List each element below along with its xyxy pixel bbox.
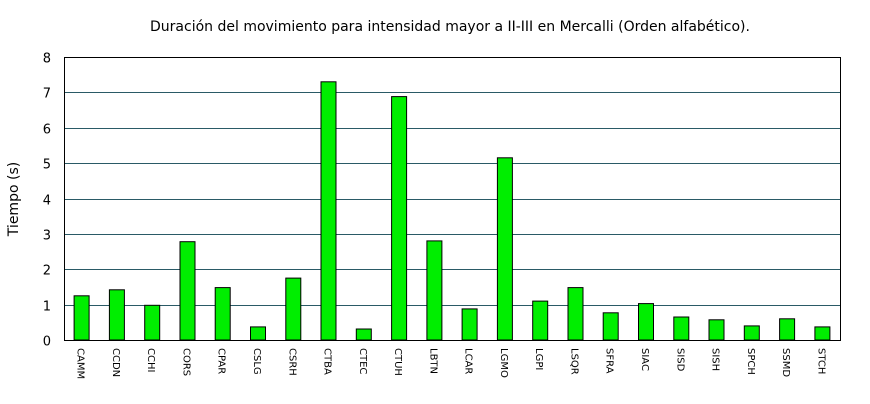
plot-area	[64, 57, 841, 341]
y-tick-label: 5	[43, 158, 51, 173]
bar-ssmd	[779, 318, 796, 341]
y-axis-label: Tiempo (s)	[6, 162, 22, 237]
x-tick-label: CTUH	[392, 348, 403, 376]
bar-lgpi	[532, 300, 549, 341]
x-tick-label: SISD	[674, 348, 685, 372]
x-tick-label: CAMM	[75, 348, 86, 379]
bar-lgmo	[496, 157, 513, 341]
y-tick-label: 7	[43, 87, 51, 102]
bar-sisd	[673, 316, 690, 341]
x-tick-label: CSLG	[251, 348, 262, 375]
x-tick-label: LCAR	[463, 348, 474, 374]
x-tick-label: CORS	[181, 348, 192, 376]
x-tick-label: STCH	[815, 348, 826, 374]
y-tick-label: 0	[43, 335, 51, 350]
bar-siac	[638, 303, 654, 341]
bar-lbtn	[426, 240, 443, 341]
bar-ctec	[355, 328, 372, 341]
y-tick-label: 6	[43, 123, 51, 138]
x-tick-label: SPCH	[745, 348, 756, 375]
y-tick-label: 1	[43, 300, 51, 315]
x-tick-label: CTEC	[357, 348, 368, 374]
bar-ccdn	[108, 289, 125, 341]
y-axis-ticks: 0 1 2 3 4 5 6 7 8	[43, 52, 51, 350]
x-tick-label: CCDN	[110, 348, 121, 377]
bar-sfra	[602, 312, 619, 341]
x-tick-label: LGMO	[498, 348, 509, 378]
bar-stch	[814, 326, 831, 341]
x-tick-label: SISH	[710, 348, 721, 371]
x-tick-label: LSQR	[569, 348, 580, 375]
bar-ctba	[320, 81, 337, 341]
x-tick-label: CCHI	[145, 348, 156, 372]
y-tick-label: 4	[43, 194, 51, 209]
bar-cors	[179, 241, 196, 341]
bars	[73, 81, 831, 341]
x-tick-label: SSMD	[780, 348, 791, 377]
bar-lsqr	[567, 287, 584, 341]
bar-csrh	[285, 277, 302, 341]
x-tick-label: CPAR	[216, 348, 227, 374]
bar-lcar	[461, 308, 478, 341]
y-tick-label: 8	[43, 52, 51, 67]
x-tick-label: CSRH	[286, 348, 297, 376]
x-tick-label: LBTN	[427, 348, 438, 374]
chart-title: Duración del movimiento para intensidad …	[150, 19, 750, 35]
x-axis-ticks: CAMM CCDN CCHI CORS CPAR CSLG CSRH CTBA CTEC CTUH…	[75, 348, 827, 379]
x-tick-label: SFRA	[604, 348, 615, 374]
y-tick-label: 2	[43, 264, 51, 279]
bar-sish	[708, 319, 725, 341]
bar-ctuh	[391, 96, 408, 341]
x-tick-label: LGPI	[533, 348, 544, 370]
bar-camm	[73, 295, 90, 341]
x-tick-label: CTBA	[322, 348, 333, 375]
bar-cpar	[214, 287, 231, 341]
y-tick-label: 3	[43, 229, 51, 244]
bar-cslg	[250, 326, 266, 341]
bar-cchi	[144, 304, 161, 341]
x-tick-label: SIAC	[639, 348, 650, 371]
bar-spch	[743, 325, 760, 341]
